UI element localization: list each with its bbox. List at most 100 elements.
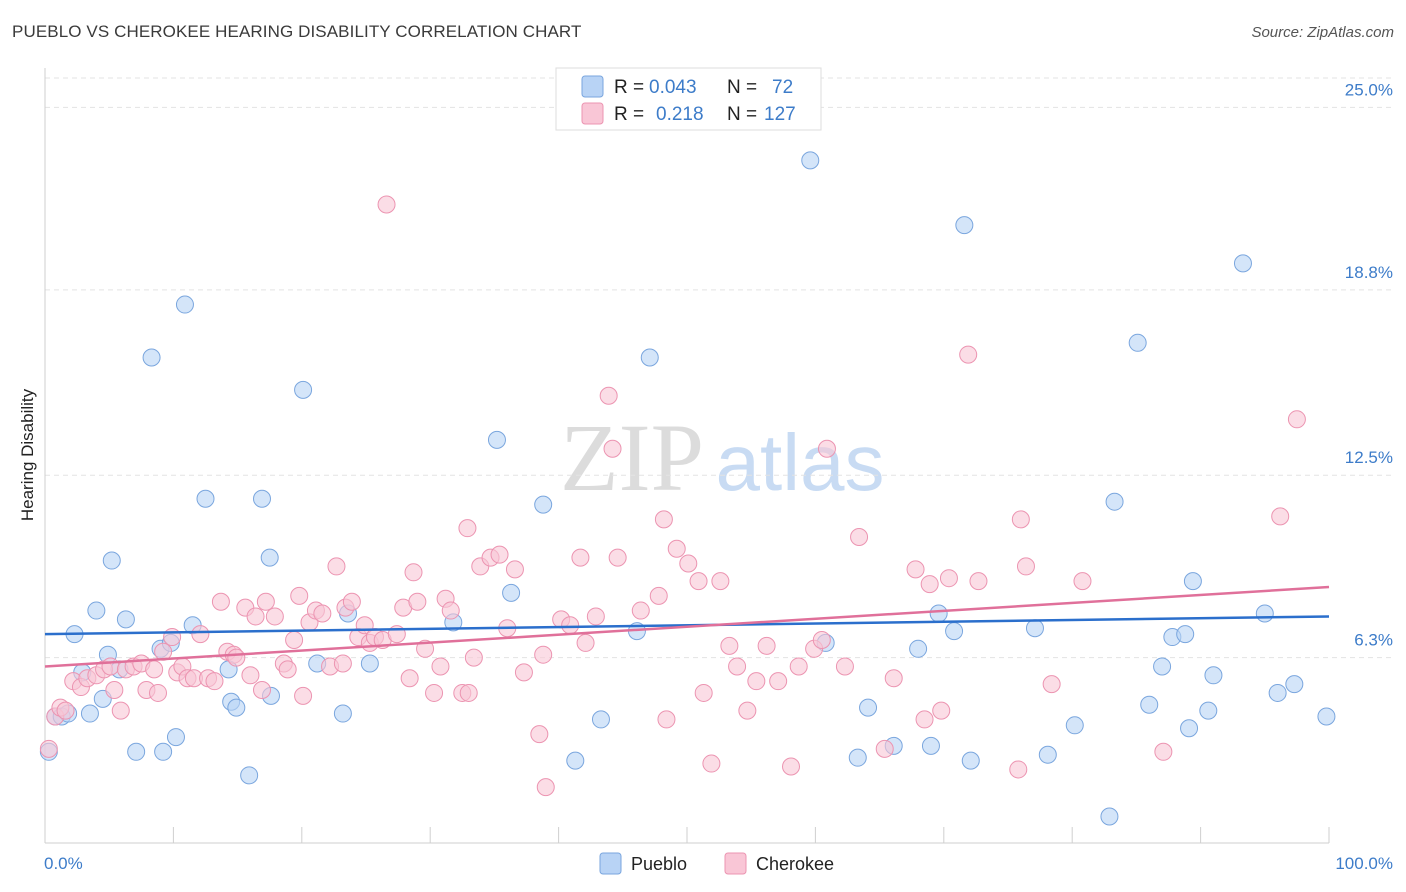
- cherokee-point: [313, 604, 332, 623]
- cherokee-point: [404, 563, 423, 582]
- cherokee-point: [875, 739, 894, 758]
- pueblo-point: [859, 698, 878, 717]
- cherokee-point: [148, 683, 167, 702]
- cherokee-point: [812, 630, 831, 649]
- cherokee-point: [333, 654, 352, 673]
- cherokee-point: [1154, 742, 1173, 761]
- cherokee-point: [959, 345, 978, 364]
- cherokee-point: [599, 386, 618, 405]
- pueblo-point: [566, 751, 585, 770]
- cherokee-point: [586, 607, 605, 626]
- cherokee-point: [608, 548, 627, 567]
- bottom-legend-label-cherokee: Cherokee: [756, 854, 834, 874]
- pueblo-point: [1199, 701, 1218, 720]
- pueblo-point: [1105, 492, 1124, 511]
- pueblo-point: [909, 639, 928, 658]
- cherokee-point: [431, 657, 450, 676]
- cherokee-point: [738, 701, 757, 720]
- cherokee-point: [530, 725, 549, 744]
- pueblo-point: [1153, 657, 1172, 676]
- cherokee-point: [850, 528, 869, 546]
- cherokee-point: [400, 669, 419, 688]
- cherokee-point: [294, 686, 313, 705]
- legend-r-value: 0.043: [649, 77, 697, 98]
- chart-title: PUEBLO VS CHEROKEE HEARING DISABILITY CO…: [12, 22, 582, 41]
- pueblo-point: [1065, 716, 1084, 735]
- pueblo-point: [252, 489, 271, 508]
- pueblo-point: [142, 348, 161, 367]
- cherokee-point: [56, 701, 75, 720]
- chart-source: Source: ZipAtlas.com: [1251, 24, 1394, 41]
- y-axis-title: Hearing Disability: [18, 388, 37, 521]
- cherokee-point: [769, 672, 788, 691]
- cherokee-point: [1016, 557, 1035, 576]
- bottom-legend-swatch-pueblo: [599, 852, 622, 875]
- pueblo-point: [196, 489, 215, 508]
- pueblo-point: [1180, 719, 1199, 738]
- watermark-zip: ZIP: [560, 404, 704, 511]
- trend-lines: [44, 585, 1330, 668]
- pueblo-point: [1176, 625, 1195, 644]
- cherokee-point: [278, 660, 297, 679]
- cherokee-point: [256, 592, 275, 611]
- cherokee-point: [416, 639, 435, 658]
- x-tick-label-max: 100.0%: [1335, 854, 1393, 873]
- cherokee-point: [720, 636, 739, 655]
- cherokee-point: [252, 681, 271, 699]
- cherokee-point: [906, 560, 925, 579]
- cherokee-point: [464, 648, 483, 667]
- y-tick-label: 18.8%: [1345, 263, 1393, 282]
- pueblo-point: [260, 548, 279, 567]
- cherokee-point: [915, 710, 934, 729]
- bottom-legend-swatch-cherokee: [724, 852, 747, 875]
- pueblo-point: [848, 748, 867, 767]
- legend-swatch-pueblo: [581, 75, 604, 98]
- pueblo-point: [801, 151, 820, 170]
- y-tick-label: 12.5%: [1345, 448, 1393, 467]
- pueblo-point: [1025, 619, 1044, 638]
- watermark-atlas: atlas: [716, 418, 885, 507]
- pueblo-point: [534, 495, 553, 514]
- legend-n-value: 127: [764, 104, 796, 125]
- legend-n-value: 72: [772, 77, 793, 98]
- cherokee-point: [408, 592, 427, 611]
- pueblo-point: [961, 751, 980, 770]
- cherokee-point: [782, 757, 801, 776]
- series-legend: Pueblo Cherokee: [599, 852, 834, 875]
- cherokee-point: [105, 681, 124, 699]
- y-tick-label: 6.3%: [1354, 631, 1393, 650]
- cherokee-point: [191, 625, 210, 644]
- cherokee-point: [441, 601, 460, 620]
- pueblo-point: [640, 348, 659, 367]
- cherokee-point: [576, 633, 595, 652]
- pueblo-point: [955, 216, 974, 235]
- pueblo-point: [127, 742, 146, 761]
- cherokee-point: [711, 572, 730, 591]
- cherokee-point: [536, 778, 555, 797]
- legend-n-label: N =: [727, 104, 757, 125]
- cherokee-point: [39, 739, 58, 758]
- pueblo-point: [333, 704, 352, 723]
- watermark: ZIP atlas: [560, 404, 884, 511]
- y-tick-labels: 6.3% 12.5% 18.8% 25.0%: [1345, 80, 1393, 649]
- cherokee-point: [514, 663, 533, 682]
- cherokee-point: [490, 545, 509, 564]
- cherokee-point: [939, 569, 958, 588]
- cherokee-point: [571, 548, 590, 567]
- cherokee-point: [835, 657, 854, 676]
- cherokee-point: [631, 601, 650, 620]
- grid: [45, 77, 1393, 659]
- pueblo-point: [502, 583, 521, 602]
- cherokee-point: [694, 683, 713, 702]
- pueblo-point: [294, 380, 313, 399]
- cherokee-point: [241, 666, 260, 685]
- cherokee-point: [377, 195, 396, 214]
- cherokee-point: [1009, 760, 1028, 779]
- pueblo-point: [154, 742, 173, 761]
- cherokee-point: [205, 672, 224, 691]
- pueblo-point: [360, 654, 379, 673]
- cherokee-point: [1287, 410, 1306, 429]
- pueblo-point: [102, 551, 121, 570]
- cherokee-point: [747, 672, 766, 691]
- pueblo-point: [1317, 707, 1336, 726]
